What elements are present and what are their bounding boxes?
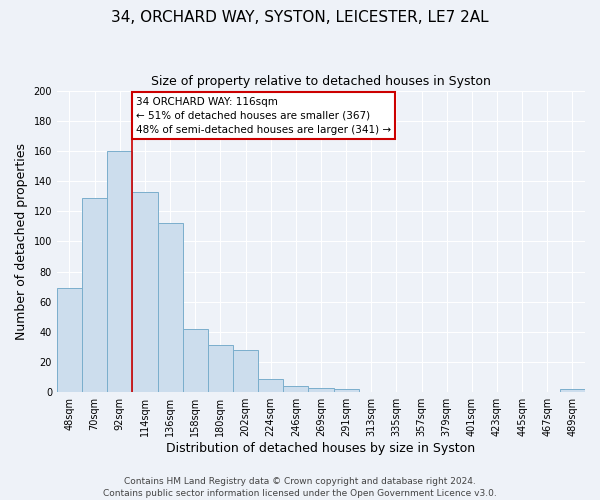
- X-axis label: Distribution of detached houses by size in Syston: Distribution of detached houses by size …: [166, 442, 476, 455]
- Bar: [208, 346, 233, 392]
- Bar: [57, 288, 82, 392]
- Bar: [133, 192, 158, 392]
- Bar: [258, 378, 283, 392]
- Bar: [233, 350, 258, 392]
- Bar: [107, 151, 133, 392]
- Bar: [334, 389, 359, 392]
- Bar: [82, 198, 107, 392]
- Bar: [308, 388, 334, 392]
- Title: Size of property relative to detached houses in Syston: Size of property relative to detached ho…: [151, 75, 491, 88]
- Bar: [560, 389, 585, 392]
- Bar: [283, 386, 308, 392]
- Text: Contains HM Land Registry data © Crown copyright and database right 2024.
Contai: Contains HM Land Registry data © Crown c…: [103, 476, 497, 498]
- Y-axis label: Number of detached properties: Number of detached properties: [15, 143, 28, 340]
- Text: 34 ORCHARD WAY: 116sqm
← 51% of detached houses are smaller (367)
48% of semi-de: 34 ORCHARD WAY: 116sqm ← 51% of detached…: [136, 96, 391, 134]
- Bar: [182, 329, 208, 392]
- Bar: [158, 224, 182, 392]
- Text: 34, ORCHARD WAY, SYSTON, LEICESTER, LE7 2AL: 34, ORCHARD WAY, SYSTON, LEICESTER, LE7 …: [111, 10, 489, 25]
